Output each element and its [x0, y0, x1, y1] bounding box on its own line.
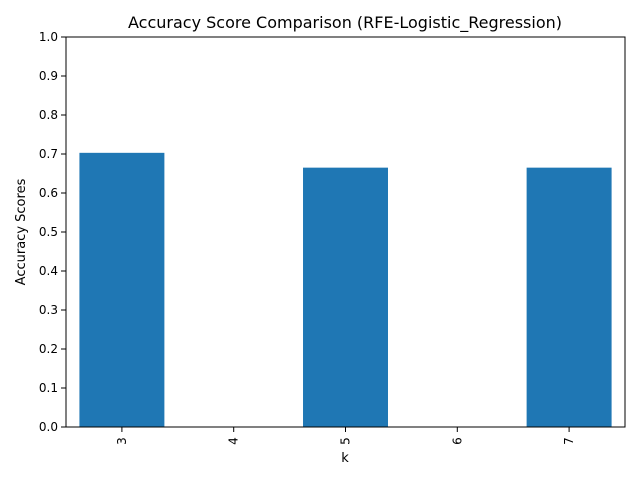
- y-tick-label: 0.7: [39, 147, 58, 161]
- y-tick-label: 0.4: [39, 264, 58, 278]
- chart-title: Accuracy Score Comparison (RFE-Logistic_…: [128, 13, 562, 33]
- bar-k-5: [303, 167, 388, 427]
- x-tick-label: 5: [339, 437, 353, 445]
- y-tick-label: 0.6: [39, 186, 58, 200]
- y-axis-label: Accuracy Scores: [14, 178, 29, 285]
- bar-k-7: [526, 167, 612, 427]
- x-axis-label: k: [341, 451, 349, 466]
- y-tick-label: 0.0: [39, 420, 58, 434]
- y-tick-label: 0.9: [39, 69, 58, 83]
- y-tick-label: 0.1: [39, 381, 58, 395]
- y-ticks-group: 0.0 0.1 0.2 0.3 0.4 0.5 0.6 0.7 0.8 0.9 1.0: [39, 30, 66, 434]
- x-ticks-group: 3 4 5 6 7: [115, 427, 576, 445]
- bar-k-3: [79, 152, 165, 427]
- y-tick-label: 0.3: [39, 303, 58, 317]
- x-tick-label: 4: [227, 437, 241, 445]
- y-tick-label: 0.2: [39, 342, 58, 356]
- y-tick-label: 0.5: [39, 225, 58, 239]
- x-tick-label: 7: [562, 437, 576, 445]
- bars-group: [79, 152, 612, 427]
- y-tick-label: 0.8: [39, 108, 58, 122]
- plot-area-frame: [65, 36, 626, 428]
- x-tick-label: 3: [115, 437, 129, 445]
- x-tick-label: 6: [450, 437, 464, 445]
- y-tick-label: 1.0: [39, 30, 58, 44]
